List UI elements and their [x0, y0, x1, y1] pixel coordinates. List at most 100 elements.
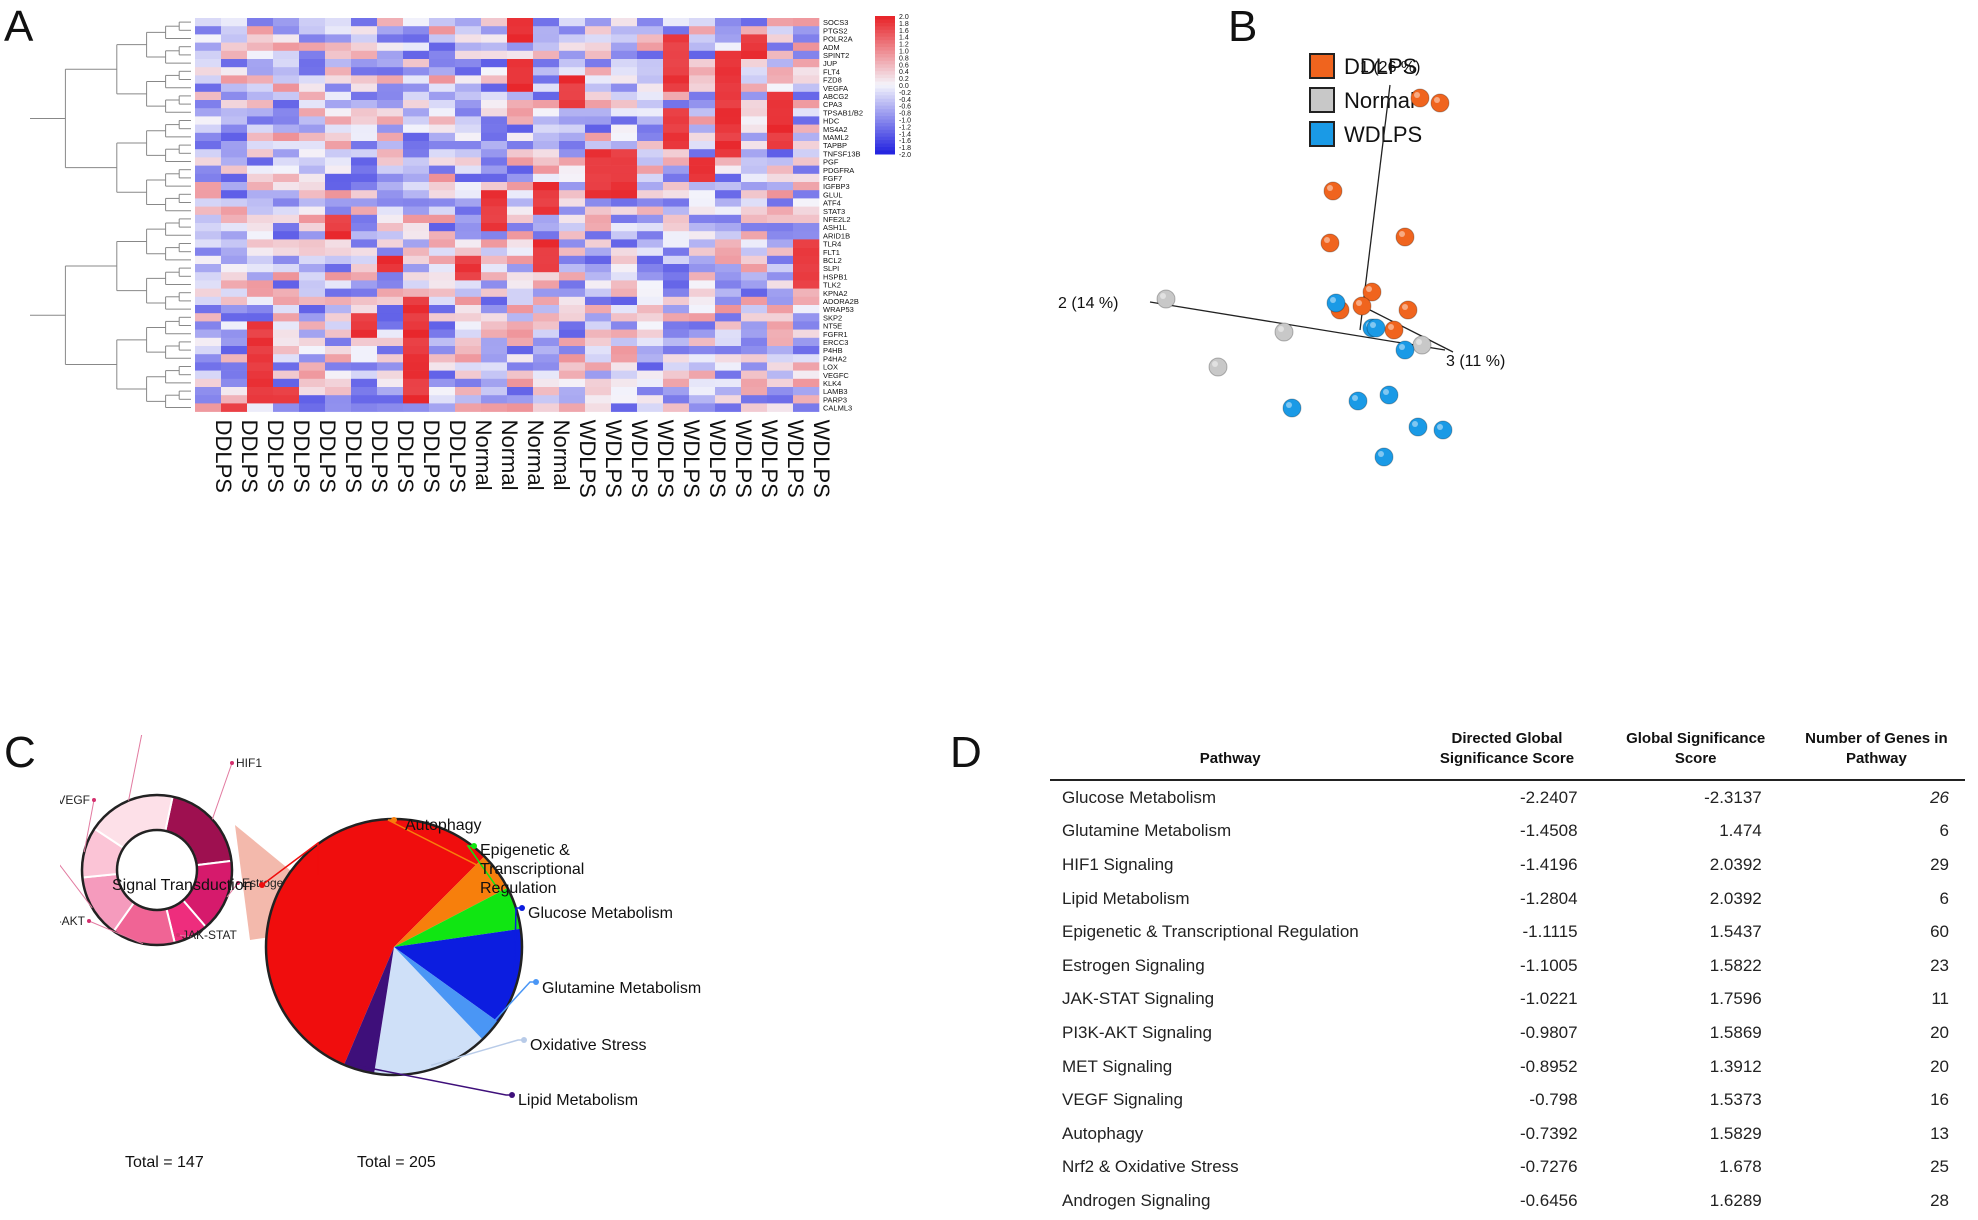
heatmap-cell	[507, 165, 534, 175]
heatmap-cell	[533, 231, 560, 240]
heatmap-cell	[663, 387, 690, 396]
heatmap-cell	[793, 108, 820, 117]
gene-label: VEGFC	[823, 371, 849, 380]
heatmap-cell	[507, 83, 534, 93]
directed-score: -1.0221	[1519, 989, 1578, 1009]
heatmap-cell	[793, 305, 820, 314]
heatmap-cell	[403, 378, 430, 388]
heatmap-cell	[533, 26, 560, 35]
heatmap-cell	[403, 354, 430, 363]
heatmap-cell	[637, 50, 664, 60]
heatmap-cell	[663, 223, 690, 232]
heatmap-cell	[767, 165, 794, 175]
heatmap-cell	[533, 395, 560, 404]
heatmap-cell	[455, 67, 482, 76]
gene-count: 20	[1930, 1056, 1949, 1076]
heatmap-cell	[689, 149, 716, 158]
pca-point-wdlps	[1366, 318, 1386, 338]
heatmap-cell	[715, 149, 742, 158]
heatmap-cell	[325, 264, 352, 273]
gene-label: P4HB	[823, 346, 843, 355]
heatmap-cell	[559, 100, 586, 109]
heatmap-cell	[221, 18, 248, 27]
heatmap-cell	[689, 370, 716, 380]
heatmap-cell	[793, 296, 820, 306]
heatmap-cell	[273, 75, 300, 84]
heatmap-cell	[741, 108, 768, 117]
heatmap-cell	[429, 116, 456, 125]
heatmap-cell	[793, 346, 820, 355]
heatmap-cell	[481, 67, 508, 76]
heatmap-cell	[403, 362, 430, 371]
heatmap-cell	[325, 329, 352, 339]
heatmap-cell	[377, 124, 404, 134]
heatmap-cell	[663, 190, 690, 199]
sample-label: WDLPS	[783, 420, 808, 498]
heatmap-cell	[481, 321, 508, 330]
heatmap-cell	[455, 157, 482, 166]
heatmap-cell	[351, 18, 378, 27]
gene-label: ATF4	[823, 199, 841, 208]
gene-count: 26	[1930, 787, 1949, 807]
heatmap-cell	[481, 165, 508, 175]
heatmap-cell	[429, 354, 456, 363]
color-scale-tick: -1.2	[899, 124, 911, 131]
heatmap-cell	[715, 288, 742, 298]
heatmap-cell	[533, 214, 560, 224]
heatmap-cell	[325, 83, 352, 93]
heatmap-cell	[559, 190, 586, 199]
heatmap-cell	[455, 354, 482, 363]
heatmap-cell	[351, 231, 378, 240]
color-scale-segment	[875, 53, 895, 58]
heatmap-cell	[663, 395, 690, 404]
pathway-name: VEGF Signaling	[1062, 1090, 1183, 1110]
color-scale-segment	[875, 143, 895, 148]
sample-label: WDLPS	[731, 420, 756, 498]
heatmap-cell	[403, 132, 430, 142]
pathway-table: Pathway Directed Global Significance Sco…	[1050, 725, 1965, 1218]
heatmap-cell	[611, 149, 638, 158]
heatmap-cell	[715, 116, 742, 125]
heatmap-cell	[585, 321, 612, 330]
heatmap-cell	[299, 321, 326, 330]
heatmap-cell	[793, 247, 820, 257]
heatmap-cell	[325, 321, 352, 330]
heatmap-cell	[559, 321, 586, 330]
heatmap-cell	[767, 354, 794, 363]
heatmap-cell	[481, 280, 508, 289]
heatmap-cell	[455, 124, 482, 134]
heatmap-cell	[611, 280, 638, 289]
heatmap-cell	[611, 378, 638, 388]
heatmap-cell	[533, 91, 560, 101]
heatmap-cell	[221, 370, 248, 380]
heatmap-cell	[195, 34, 222, 43]
global-score: 1.5822	[1709, 955, 1762, 975]
heatmap-cell	[689, 231, 716, 240]
heatmap-cell	[299, 395, 326, 404]
heatmap-cell	[741, 116, 768, 125]
heatmap-cell	[585, 395, 612, 404]
heatmap-cell	[611, 305, 638, 314]
heatmap-cell	[689, 395, 716, 404]
heatmap-cell	[585, 288, 612, 298]
heatmap-cell	[221, 337, 248, 347]
heatmap-cell	[299, 190, 326, 199]
heatmap-cell	[637, 157, 664, 166]
heatmap-cell	[299, 132, 326, 142]
heatmap-cell	[741, 83, 768, 93]
heatmap-cell	[247, 83, 274, 93]
heatmap-cell	[559, 26, 586, 35]
heatmap-cell	[273, 83, 300, 93]
heatmap-cell	[273, 173, 300, 183]
heatmap-cell	[689, 157, 716, 166]
legend-label-ddlps: DDLPS	[1344, 54, 1417, 79]
heatmap-cell	[585, 280, 612, 289]
heatmap-cell	[351, 272, 378, 281]
heatmap-cell	[403, 83, 430, 93]
heatmap-cell	[325, 50, 352, 60]
heatmap-cell	[767, 26, 794, 35]
heatmap-cell	[273, 321, 300, 330]
heatmap-cell	[455, 26, 482, 35]
heatmap-cell	[611, 296, 638, 306]
legend-swatch-normal	[1309, 87, 1335, 113]
